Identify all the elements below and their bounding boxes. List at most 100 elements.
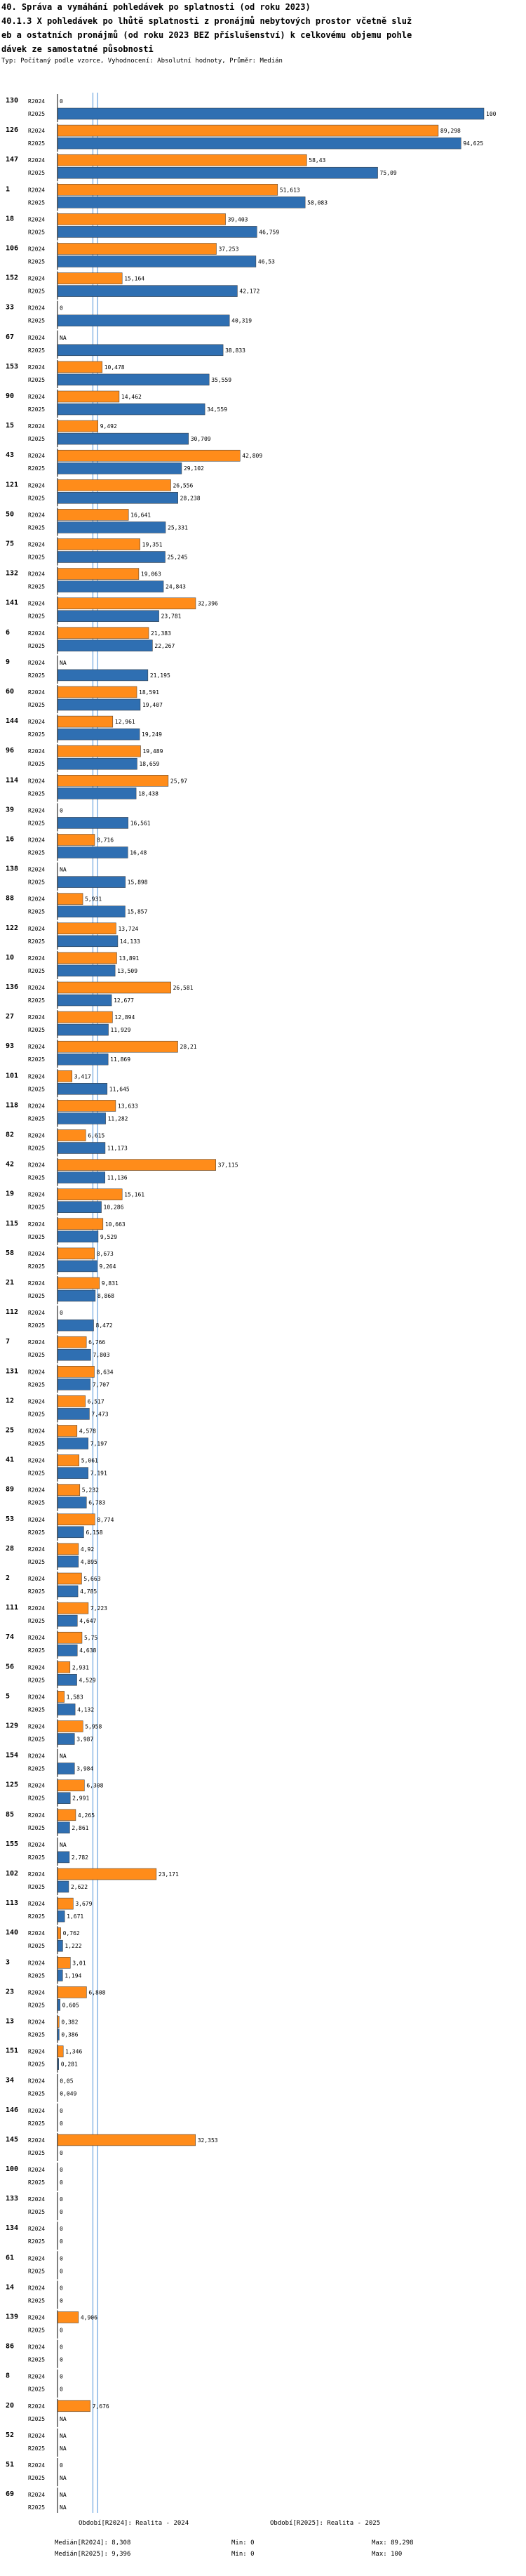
bar-r2024 (57, 420, 98, 432)
series-label-r2025: R2025 (28, 1175, 45, 1181)
value-label-r2024: 3,417 (74, 1073, 91, 1080)
series-label-r2024: R2024 (28, 2078, 45, 2085)
value-label-r2024: 42,809 (242, 453, 262, 459)
series-label-r2025: R2025 (28, 2328, 45, 2334)
value-label-r2024: 32,396 (198, 601, 218, 607)
value-label-r2025: 28,238 (180, 495, 201, 501)
series-label-r2024: R2024 (28, 1428, 45, 1435)
group-label: 139 (6, 2313, 18, 2321)
bar-r2024 (57, 834, 95, 846)
bar-r2024 (57, 213, 226, 225)
series-label-r2024: R2024 (28, 1487, 45, 1494)
series-label-r2025: R2025 (28, 1056, 45, 1063)
value-label-r2025: 7,197 (90, 1441, 107, 1447)
series-label-r2024: R2024 (28, 1842, 45, 1848)
value-label-r2025: 11,929 (111, 1027, 131, 1033)
series-label-r2025: R2025 (28, 111, 45, 117)
series-label-r2024: R2024 (28, 335, 45, 341)
series-label-r2025: R2025 (28, 1529, 45, 1536)
series-label-r2024: R2024 (28, 1576, 45, 1582)
bar-r2024 (57, 1661, 71, 1673)
value-label-r2024: 12,894 (114, 1014, 135, 1021)
value-label-r2025: 18,438 (138, 790, 159, 797)
value-label-r2024: 0 (60, 807, 63, 814)
value-label-r2024: 0 (60, 2196, 63, 2203)
group-label: 153 (6, 363, 18, 371)
bar-r2025 (57, 1555, 79, 1568)
series-label-r2024: R2024 (28, 2255, 45, 2262)
value-label-r2025: 0,605 (62, 2002, 79, 2008)
series-label-r2025: R2025 (28, 1588, 45, 1595)
series-label-r2024: R2024 (28, 1989, 45, 1996)
bar-r2025 (57, 1970, 63, 1981)
series-label-r2024: R2024 (28, 2108, 45, 2114)
value-label-r2025: 7,707 (93, 1381, 109, 1388)
bar-r2024 (57, 1425, 78, 1437)
group-label: 89 (6, 1486, 14, 1494)
series-label-r2024: R2024 (28, 482, 45, 489)
series-label-r2024: R2024 (28, 1930, 45, 1937)
value-label-r2024: 18,591 (139, 689, 159, 696)
bar-r2024 (57, 154, 307, 166)
bar-r2025 (57, 728, 140, 741)
group-label: 151 (6, 2047, 18, 2055)
bar-r2024 (57, 449, 241, 462)
value-label-r2024: 8,774 (97, 1517, 114, 1523)
series-label-r2025: R2025 (28, 820, 45, 826)
series-label-r2025: R2025 (28, 909, 45, 915)
value-label-r2024: 0,05 (60, 2078, 73, 2085)
series-label-r2024: R2024 (28, 1635, 45, 1641)
legend-max-r2025: Max: 100 (372, 2551, 403, 2558)
value-label-r2025: 7,473 (91, 1411, 108, 1417)
series-label-r2024: R2024 (28, 1783, 45, 1789)
value-label-r2025: 25,245 (167, 555, 187, 561)
value-label-r2025: 1,194 (65, 1972, 81, 1979)
series-label-r2025: R2025 (28, 1647, 45, 1654)
series-label-r2024: R2024 (28, 1812, 45, 1819)
series-label-r2024: R2024 (28, 364, 45, 371)
value-label-r2024: 0,762 (63, 1930, 80, 1937)
series-label-r2025: R2025 (28, 1263, 45, 1270)
value-label-r2025: 42,172 (239, 288, 259, 295)
bar-r2025 (57, 1142, 106, 1154)
value-label-r2024: 8,634 (96, 1369, 113, 1375)
series-label-r2025: R2025 (28, 2150, 45, 2156)
value-label-r2025: 94,625 (463, 140, 483, 147)
series-label-r2024: R2024 (28, 1605, 45, 1612)
series-label-r2024: R2024 (28, 453, 45, 459)
value-label-r2025: 29,102 (184, 465, 204, 472)
value-label-r2025: 11,282 (108, 1115, 128, 1122)
value-label-r2025: 9,529 (100, 1234, 117, 1240)
legend-min-r2024: Min: 0 (231, 2540, 255, 2547)
value-label-r2024: NA (60, 335, 67, 341)
value-label-r2025: 11,869 (110, 1056, 130, 1063)
bar-r2024 (57, 1513, 95, 1526)
group-label: 6 (6, 629, 10, 637)
bar-r2024 (57, 1218, 104, 1230)
group-label: 5 (6, 1692, 10, 1700)
bar-r2024 (57, 2400, 90, 2412)
group-label: 13 (6, 2018, 14, 2026)
value-label-r2024: 5,958 (85, 1724, 102, 1730)
bar-r2025 (57, 197, 306, 208)
value-label-r2025: 0 (60, 2150, 63, 2156)
bar-r2025 (57, 610, 159, 622)
value-label-r2025: 21,195 (150, 672, 170, 679)
series-label-r2025: R2025 (28, 555, 45, 561)
series-label-r2024: R2024 (28, 926, 45, 932)
bar-r2025 (57, 1704, 76, 1715)
bar-r2025 (57, 1348, 91, 1361)
value-label-r2024: 7,223 (90, 1605, 107, 1612)
series-label-r2024: R2024 (28, 1753, 45, 1760)
group-label: 8 (6, 2372, 10, 2380)
series-label-r2024: R2024 (28, 571, 45, 578)
series-label-r2025: R2025 (28, 2504, 45, 2511)
series-label-r2024: R2024 (28, 423, 45, 430)
series-label-r2025: R2025 (28, 1825, 45, 1831)
series-label-r2025: R2025 (28, 170, 45, 176)
value-label-r2025: 0 (60, 2179, 63, 2186)
series-label-r2024: R2024 (28, 305, 45, 312)
value-label-r2024: 4,92 (81, 1546, 94, 1553)
chart-title-line-1: 40. Správa a vymáhání pohledávek po spla… (1, 2, 311, 12)
bar-r2024 (57, 124, 439, 137)
